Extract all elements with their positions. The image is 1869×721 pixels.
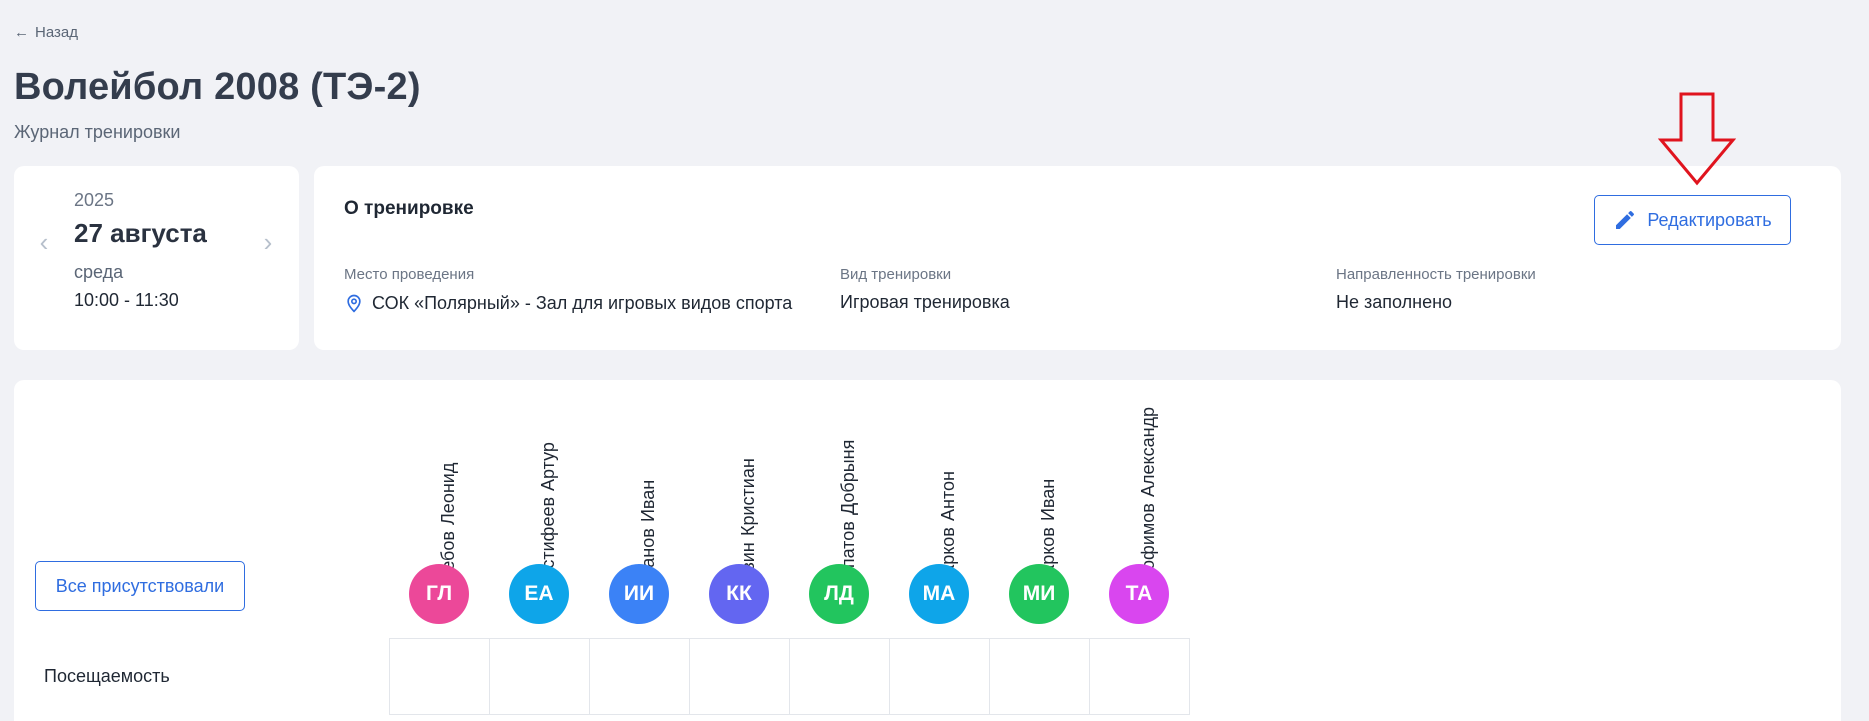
athlete-first-name: Антон <box>938 471 958 522</box>
training-focus-field: Направленность тренировки Не заполнено <box>1336 266 1536 313</box>
attendance-cell[interactable] <box>489 638 590 715</box>
date-year: 2025 <box>74 190 115 210</box>
training-focus-label: Направленность тренировки <box>1336 266 1536 283</box>
avatar: МИ <box>1009 564 1069 624</box>
attendance-cell[interactable] <box>989 638 1090 715</box>
avatar: КК <box>709 564 769 624</box>
attendance-cell[interactable] <box>889 638 990 715</box>
venue-value: СОК «Полярный» - Зал для игровых видов с… <box>372 292 793 313</box>
edit-button[interactable]: Редактировать <box>1594 195 1791 245</box>
training-type-field: Вид тренировки Игровая тренировка <box>840 266 1010 313</box>
athlete-column[interactable]: Евстифеев Артур ЕА <box>489 440 589 640</box>
venue-value-row: СОК «Полярный» - Зал для игровых видов с… <box>344 292 792 314</box>
athlete-column[interactable]: Марков Иван МИ <box>989 440 1089 640</box>
avatar: ЛД <box>809 564 869 624</box>
attendance-cell[interactable] <box>389 638 490 715</box>
back-label: Назад <box>35 24 78 41</box>
attendance-cell[interactable] <box>789 638 890 715</box>
athlete-column[interactable]: Лепатов Добрыня ЛД <box>789 440 889 640</box>
date-day: 27 августа <box>74 218 207 248</box>
athlete-first-name: Иван <box>638 479 658 523</box>
attendance-cell[interactable] <box>589 638 690 715</box>
athlete-first-name: Леонид <box>438 462 458 526</box>
attendance-row-label: Посещаемость <box>44 666 170 686</box>
date-time: 10:00 - 11:30 <box>74 290 179 310</box>
date-card: ‹ 2025 27 августа среда 10:00 - 11:30 › <box>14 166 299 350</box>
training-info-card: О тренировке Место проведения СОК «Поляр… <box>314 166 1841 350</box>
back-link[interactable]: ← Назад <box>14 24 78 41</box>
chevron-right-icon[interactable]: › <box>263 227 273 257</box>
page-title: Волейбол 2008 (ТЭ-2) <box>14 66 421 108</box>
athlete-column[interactable]: Марков Антон МА <box>889 440 989 640</box>
avatar: МА <box>909 564 969 624</box>
page-subtitle: Журнал тренировки <box>14 122 181 142</box>
training-type-value: Игровая тренировка <box>840 292 1010 312</box>
training-focus-value: Не заполнено <box>1336 292 1453 312</box>
attendance-grid <box>389 638 1190 715</box>
pencil-icon <box>1616 210 1635 229</box>
venue-field: Место проведения СОК «Полярный» - Зал дл… <box>344 266 792 314</box>
location-pin-icon <box>347 294 361 313</box>
avatar: ГЛ <box>409 564 469 624</box>
arrow-left-icon: ← <box>14 24 29 41</box>
edit-label: Редактировать <box>1647 209 1772 230</box>
venue-label: Место проведения <box>344 266 475 283</box>
date-weekday: среда <box>74 262 124 282</box>
avatar: ИИ <box>609 564 669 624</box>
athlete-first-name: Кристиан <box>738 458 758 537</box>
athlete-column[interactable]: Глебов Леонид ГЛ <box>389 440 489 640</box>
athlete-first-name: Артур <box>538 442 558 491</box>
annotation-arrow-icon <box>1658 92 1736 186</box>
section-title: О тренировке <box>344 198 474 219</box>
athlete-column[interactable]: Иванов Иван ИИ <box>589 440 689 640</box>
attendance-cell[interactable] <box>689 638 790 715</box>
all-present-button[interactable]: Все присутствовали <box>35 561 245 611</box>
table-row <box>389 638 1190 715</box>
athlete-column[interactable]: Кузин Кристиан КК <box>689 440 789 640</box>
training-type-label: Вид тренировки <box>840 266 952 283</box>
avatar: ЕА <box>509 564 569 624</box>
athlete-first-name: Иван <box>1038 478 1058 522</box>
athlete-column[interactable]: Трофимов Александр ТА <box>1089 407 1189 640</box>
attendance-cell[interactable] <box>1089 638 1190 715</box>
chevron-left-icon[interactable]: ‹ <box>39 227 49 257</box>
athlete-first-name: Добрыня <box>838 439 858 516</box>
avatar: ТА <box>1109 564 1169 624</box>
athlete-first-name: Александр <box>1138 407 1158 498</box>
